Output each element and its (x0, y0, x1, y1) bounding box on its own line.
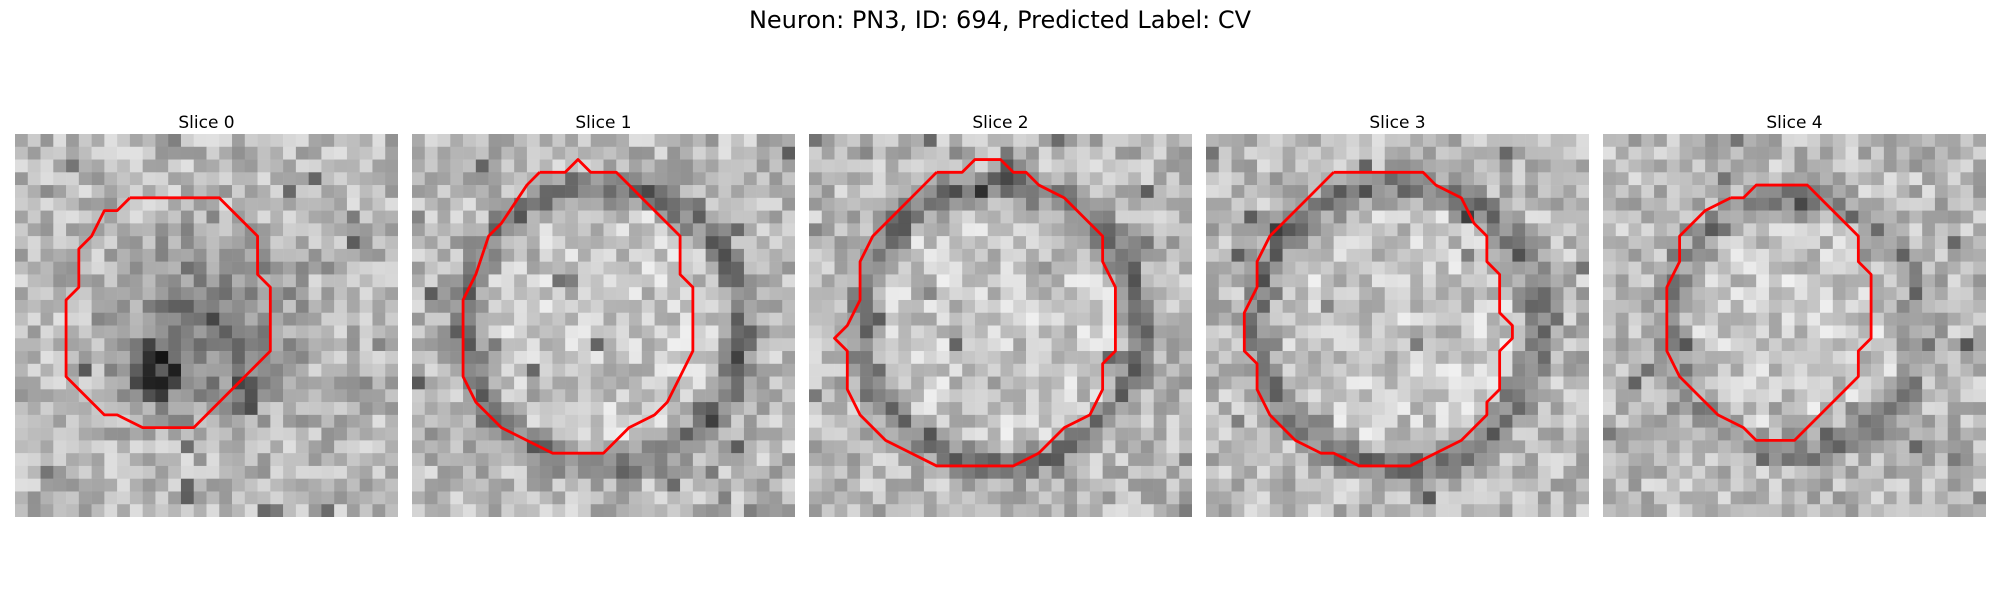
slice-title: Slice 3 (1369, 113, 1426, 133)
slice-panel-0: Slice 0 (15, 113, 398, 517)
slice-panel-3: Slice 3 (1206, 113, 1589, 517)
slice-title: Slice 2 (972, 113, 1029, 133)
slice-image (15, 134, 398, 517)
slice-image (1603, 134, 1986, 517)
pixel-texture (809, 134, 1192, 517)
slice-title: Slice 0 (178, 113, 235, 133)
figure-title: Neuron: PN3, ID: 694, Predicted Label: C… (748, 6, 1252, 34)
pixel-texture (15, 134, 398, 517)
contour-outline (1665, 183, 1873, 442)
slice-title: Slice 4 (1766, 113, 1823, 133)
slice-panel-1: Slice 1 (412, 113, 795, 517)
slice-title: Slice 1 (575, 113, 632, 133)
slice-image (809, 134, 1192, 517)
slice-image (412, 134, 795, 517)
contour-outline (64, 196, 272, 430)
slice-panel-2: Slice 2 (809, 113, 1192, 517)
contour-outline (461, 158, 695, 455)
pixel-texture (412, 134, 795, 517)
contour-outline (1242, 170, 1514, 468)
pixel-texture (1206, 134, 1589, 517)
slice-panel-4: Slice 4 (1603, 113, 1986, 517)
pixel-texture (1603, 134, 1986, 517)
slice-image (1206, 134, 1589, 517)
contour-outline (833, 158, 1117, 468)
